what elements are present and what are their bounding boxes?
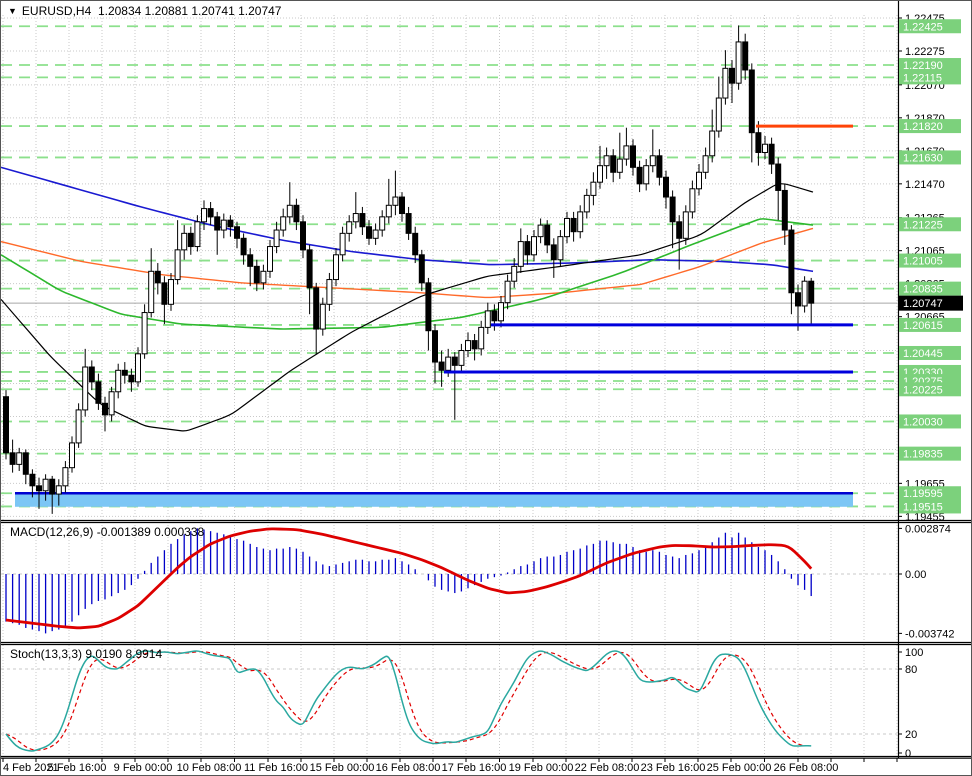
macd-axis-label: 0.002874	[905, 523, 951, 535]
stoch-axis-label: 80	[905, 664, 917, 676]
time-axis-label: 26 Feb 08:00	[774, 762, 839, 774]
time-axis-label: 16 Feb 08:00	[376, 762, 441, 774]
macd-signal-line	[5, 527, 813, 630]
price-level-badge	[899, 150, 961, 165]
stoch-k-value: 9.0190	[85, 647, 123, 661]
price-axis-label: 1.22275	[905, 46, 945, 58]
price-level-badge	[899, 414, 961, 429]
current-price-badge-text: 1.20747	[903, 298, 943, 310]
price-level-badge	[899, 253, 961, 268]
time-axis-label: 15 Feb 00:00	[310, 762, 375, 774]
price-level-badge-text: 1.22425	[903, 21, 943, 33]
price-level-badge-text: 1.21630	[903, 152, 943, 164]
macd-name: MACD(12,26,9)	[10, 525, 94, 539]
price-level-badge-text: 1.19595	[903, 488, 943, 500]
price-level-badge-text: 1.22115	[903, 72, 942, 84]
macd-axis-label: -0.003742	[905, 628, 955, 640]
candles	[3, 25, 815, 514]
support-band	[15, 493, 853, 507]
price-axis-label: 1.19455	[905, 511, 945, 523]
price-level-badge	[899, 345, 961, 360]
price-level-badge-text: 1.19835	[903, 449, 943, 461]
price-level-badge	[899, 19, 961, 34]
ohlc-values	[91, 4, 98, 18]
horizontal-level-lines	[1, 25, 897, 508]
macd-axis-label: 0.00	[905, 569, 926, 581]
macd-panel	[1, 527, 897, 634]
time-axis-label: 11 Feb 16:00	[244, 762, 308, 774]
price-panel	[1, 25, 853, 514]
stoch-name: Stoch(13,3,3)	[10, 647, 83, 661]
price-level-badge	[899, 119, 961, 134]
price-level-badge	[899, 281, 961, 296]
price-level-badge	[899, 217, 961, 232]
stoch-indicator-label: Stoch(13,3,3) 9.0190 8.9914	[10, 647, 162, 661]
macd-indicator-label: MACD(12,26,9) -0.001389 0.000338	[10, 525, 204, 539]
symbol-dropdown-icon[interactable]: ▼	[8, 6, 17, 16]
price-level-badge-text: 1.21005	[903, 256, 943, 268]
stoch-k-line	[5, 650, 812, 752]
price-level-badge-text: 1.21820	[903, 121, 943, 133]
price-level-badge	[899, 317, 961, 332]
stoch-d-line	[5, 651, 812, 751]
symbol-label: EURUSD,H4	[21, 4, 92, 18]
price-level-badge-text: 1.20615	[903, 320, 943, 332]
stoch-axis-label: 100	[905, 647, 923, 659]
chart-title: ▼ EURUSD,H4 1.20834 1.20881 1.20741 1.207…	[8, 4, 281, 18]
price-level-badge-text: 1.20225	[903, 384, 943, 396]
macd-main-value: -0.001389	[96, 525, 151, 539]
price-axis-label: 1.21470	[905, 179, 945, 191]
moving-average-orange	[1, 227, 814, 299]
time-axis-label: 23 Feb 16:00	[641, 762, 706, 774]
time-axis-label: 4 Feb 2021	[3, 762, 59, 774]
macd-signal-value: 0.000338	[154, 525, 205, 539]
price-axis: 1.224751.222751.220701.218701.216701.214…	[1, 1, 971, 760]
stoch-axis-label: 0	[905, 748, 911, 760]
price-level-badge	[899, 486, 961, 501]
current-price-badge	[899, 295, 963, 311]
time-axis-label: 22 Feb 08:00	[575, 762, 640, 774]
price-level-badge-text: 1.19515	[903, 501, 943, 513]
moving-average-blue	[1, 166, 814, 273]
time-axis-label: 25 Feb 00:00	[707, 762, 772, 774]
time-axis-label: 17 Feb 16:00	[442, 762, 507, 774]
price-level-badge-text: 1.20835	[903, 284, 943, 296]
price-level-badge-text: 1.20030	[903, 416, 943, 428]
time-axis-label: 10 Feb 08:00	[177, 762, 242, 774]
price-level-badge	[899, 499, 961, 514]
price-level-badge-text: 1.22190	[903, 60, 943, 72]
grid-lines	[1, 15, 898, 756]
time-axis-label: 19 Feb 00:00	[509, 762, 574, 774]
stoch-panel	[1, 650, 897, 752]
price-level-badge	[899, 446, 961, 461]
time-axis-label: 9 Feb 00:00	[114, 762, 173, 774]
price-level-badge-text: 1.20445	[903, 348, 943, 360]
moving-average-green	[1, 218, 814, 330]
stoch-axis-label: 20	[905, 729, 917, 741]
stoch-d-value: 8.9914	[125, 647, 163, 661]
time-axis-label: 5 Feb 16:00	[48, 762, 107, 774]
price-level-badge-text: 1.21225	[903, 219, 943, 231]
price-level-badge	[899, 382, 961, 397]
price-level-badge	[899, 58, 961, 73]
moving-average-black	[1, 183, 814, 432]
ohlc-values-text: 1.20834 1.20881 1.20741 1.20747	[97, 4, 282, 18]
price-level-badge	[899, 70, 961, 85]
